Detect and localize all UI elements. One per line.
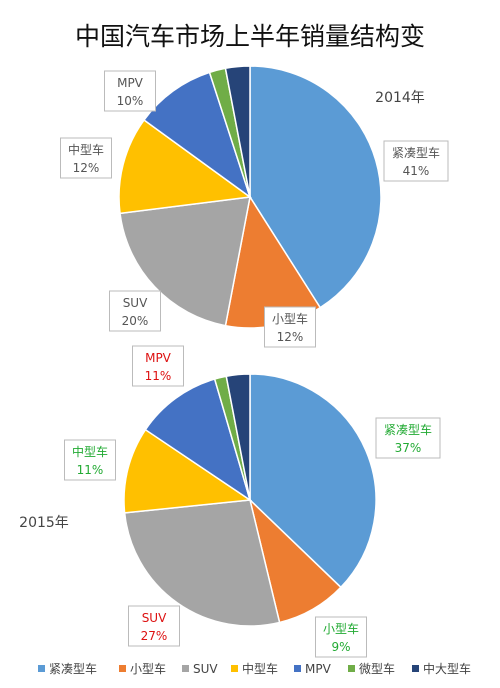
legend: 紧凑型车 小型车 SUV 中型车 MPV 微型车 中大型车 xyxy=(38,661,471,676)
data-label-name-2015-0: 紧凑型车 xyxy=(384,422,432,437)
data-label-2014-3: 中型车 12% xyxy=(60,137,112,179)
year-label-2014: 2014年 xyxy=(375,90,425,106)
data-label-box-2014-1 xyxy=(264,306,316,348)
slice-2015-3 xyxy=(123,428,253,514)
data-label-name-2014-3: 中型车 xyxy=(68,142,104,157)
data-label-2014-0: 紧凑型车 41% xyxy=(383,140,449,182)
data-label-value-2014-1: 12% xyxy=(277,330,304,344)
legend-label-0: 紧凑型车 xyxy=(49,661,97,676)
legend-item-2: SUV xyxy=(182,662,218,676)
data-label-name-2014-1: 小型车 xyxy=(272,311,308,326)
data-label-name-2015-4: MPV xyxy=(145,351,172,365)
data-label-box-2015-4 xyxy=(132,345,184,387)
data-label-name-2014-4: MPV xyxy=(117,76,144,90)
slice-2015-0 xyxy=(249,373,377,589)
legend-item-4: MPV xyxy=(294,662,332,676)
legend-swatch-2 xyxy=(182,665,189,672)
data-label-2015-2: SUV 27% xyxy=(128,605,180,647)
legend-item-3: 中型车 xyxy=(231,661,278,676)
legend-item-1: 小型车 xyxy=(119,661,166,676)
data-label-box-2014-4 xyxy=(104,70,156,112)
data-label-value-2015-0: 37% xyxy=(395,441,422,455)
slice-2014-4 xyxy=(142,71,252,199)
legend-label-2: SUV xyxy=(193,662,218,676)
slice-2015-2 xyxy=(123,499,281,627)
slice-2014-0 xyxy=(249,65,382,309)
legend-item-5: 微型车 xyxy=(348,661,395,676)
legend-label-4: MPV xyxy=(305,662,332,676)
chart-title: 中国汽车市场上半年销量结构变 xyxy=(75,22,425,51)
slice-2014-3 xyxy=(118,118,252,215)
legend-label-6: 中大型车 xyxy=(423,661,471,676)
legend-swatch-5 xyxy=(348,665,355,672)
data-label-box-2014-2 xyxy=(109,290,161,332)
legend-swatch-1 xyxy=(119,665,126,672)
data-label-value-2014-0: 41% xyxy=(403,164,430,178)
pie-2015: 紧凑型车 37% 小型车 9% SUV 27% 中型车 11% MPV 11% xyxy=(64,345,441,658)
data-label-box-2015-3 xyxy=(64,439,116,481)
data-label-box-2015-1 xyxy=(315,616,367,658)
data-label-2015-0: 紧凑型车 37% xyxy=(375,417,441,459)
data-label-value-2015-4: 11% xyxy=(145,369,172,383)
data-label-value-2014-2: 20% xyxy=(122,314,149,328)
data-label-box-2015-0 xyxy=(375,417,441,459)
data-label-box-2014-0 xyxy=(383,140,449,182)
data-label-box-2014-3 xyxy=(60,137,112,179)
data-label-value-2015-3: 11% xyxy=(77,463,104,477)
legend-swatch-6 xyxy=(412,665,419,672)
data-label-2015-4: MPV 11% xyxy=(132,345,184,387)
data-label-value-2014-3: 12% xyxy=(73,161,100,175)
slice-2015-4 xyxy=(144,378,252,502)
data-label-name-2015-2: SUV xyxy=(142,611,167,625)
pie-2014: 紧凑型车 41% 小型车 12% SUV 20% 中型车 12% MPV 10% xyxy=(60,65,449,348)
legend-label-5: 微型车 xyxy=(359,661,395,676)
data-label-name-2014-0: 紧凑型车 xyxy=(392,145,440,160)
data-label-value-2015-1: 9% xyxy=(331,640,350,654)
legend-item-0: 紧凑型车 xyxy=(38,661,97,676)
data-label-2014-4: MPV 10% xyxy=(104,70,156,112)
legend-label-3: 中型车 xyxy=(242,661,278,676)
data-label-2015-1: 小型车 9% xyxy=(315,616,367,658)
legend-swatch-4 xyxy=(294,665,301,672)
data-label-2014-1: 小型车 12% xyxy=(264,306,316,348)
data-label-2015-3: 中型车 11% xyxy=(64,439,116,481)
legend-label-1: 小型车 xyxy=(130,661,166,676)
data-label-name-2015-1: 小型车 xyxy=(323,621,359,636)
legend-item-6: 中大型车 xyxy=(412,661,471,676)
data-label-name-2015-3: 中型车 xyxy=(72,444,108,459)
data-label-name-2014-2: SUV xyxy=(123,296,148,310)
data-label-2014-2: SUV 20% xyxy=(109,290,161,332)
slice-2015-6 xyxy=(225,373,251,501)
slice-2014-2 xyxy=(119,196,251,327)
data-label-value-2015-2: 27% xyxy=(141,629,168,643)
legend-swatch-0 xyxy=(38,665,45,672)
data-label-value-2014-4: 10% xyxy=(117,94,144,108)
slice-2014-6 xyxy=(224,65,251,198)
data-label-box-2015-2 xyxy=(128,605,180,647)
legend-swatch-3 xyxy=(231,665,238,672)
year-label-2015: 2015年 xyxy=(19,515,69,531)
